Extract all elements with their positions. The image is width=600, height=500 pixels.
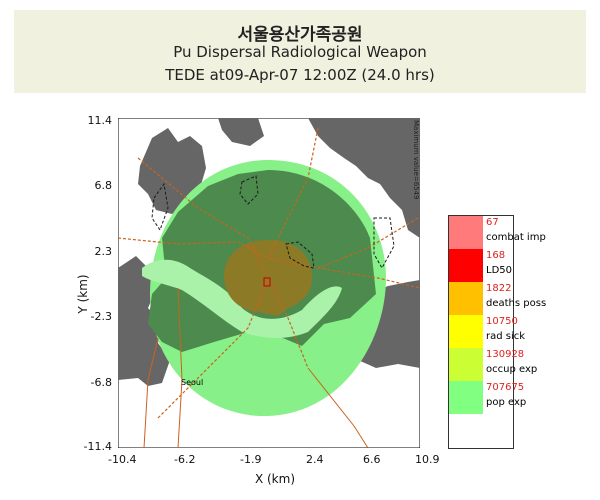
legend-swatch: [449, 414, 483, 447]
legend-label: LD50: [486, 265, 512, 276]
release-point-marker: [263, 277, 271, 287]
legend-swatch: [449, 348, 483, 382]
dispersion-map: [118, 118, 420, 448]
city-label: Seoul: [181, 378, 204, 387]
x-tick: 10.9: [415, 453, 440, 466]
legend-swatch: [449, 381, 483, 415]
contour-outlines: [151, 175, 395, 270]
legend-label: deaths poss: [486, 298, 547, 309]
title-panel: 서울용산가족공원 Pu Dispersal Radiological Weapo…: [14, 10, 586, 93]
legend-swatch: [449, 249, 483, 283]
legend-value: 1822: [486, 283, 512, 294]
x-tick: 6.6: [363, 453, 381, 466]
han-river: [142, 259, 342, 338]
x-tick: -10.4: [108, 453, 137, 466]
y-tick: 2.3: [94, 245, 113, 258]
legend-item-deaths-poss: 1822 deaths poss: [449, 282, 546, 316]
legend-value: 130928: [486, 349, 525, 360]
y-tick: 11.4: [87, 114, 113, 127]
x-tick: -6.2: [174, 453, 196, 466]
dose-legend: 67 combat imp 168 LD50 1822 deaths poss …: [448, 215, 546, 449]
time-line: TEDE at09-Apr-07 12:00Z (24.0 hrs): [165, 66, 435, 84]
legend-swatch: [449, 315, 483, 349]
legend-label: pop exp: [486, 397, 527, 408]
y-axis-title: Y (km): [76, 274, 90, 314]
legend-value: 168: [486, 250, 506, 261]
legend-value: 67: [486, 217, 499, 228]
legend-item-pop-exp: 707675 pop exp: [449, 381, 526, 415]
location-title: 서울용산가족공원: [237, 25, 363, 45]
legend-label: occup exp: [486, 364, 538, 375]
legend-label: combat imp: [486, 232, 546, 243]
y-tick: 6.8: [94, 179, 113, 192]
y-tick: -2.3: [90, 310, 112, 323]
legend-value: 10750: [486, 316, 518, 327]
legend-item-occup-exp: 130928 occup exp: [449, 348, 537, 382]
legend-label: rad sick: [486, 331, 526, 342]
max-value-note: Maximum value=6549: [412, 120, 420, 200]
legend-item-background: [449, 414, 513, 447]
x-axis-title: X (km): [254, 472, 296, 486]
y-tick: -6.8: [90, 376, 112, 389]
roads-solid: [143, 287, 369, 448]
legend-item-ld50: 168 LD50: [449, 249, 513, 283]
legend-value: 707675: [486, 382, 525, 393]
x-tick: 2.4: [306, 453, 324, 466]
legend-item-rad-sick: 10750 rad sick: [449, 315, 525, 349]
scenario-subtitle: Pu Dispersal Radiological Weapon: [173, 43, 427, 61]
x-tick: -1.9: [240, 453, 262, 466]
road-network: [118, 127, 420, 419]
legend-swatch: [449, 282, 483, 316]
y-tick: -11.4: [83, 440, 112, 453]
legend-swatch: [449, 216, 483, 250]
legend-item-combat-imp: 67 combat imp: [449, 216, 546, 250]
